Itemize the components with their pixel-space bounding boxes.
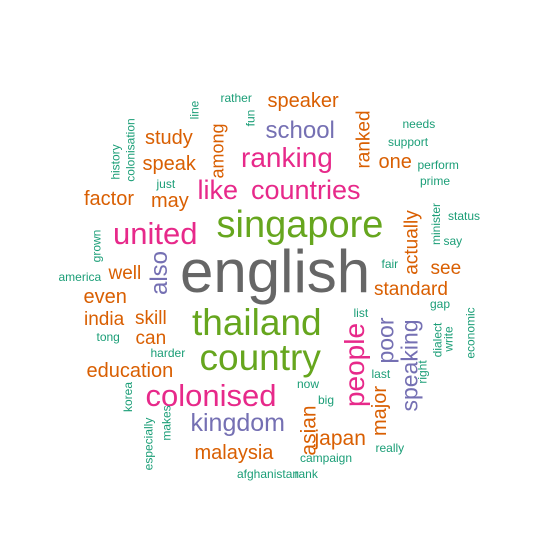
word-line: line bbox=[186, 100, 201, 120]
word-major: major bbox=[369, 385, 392, 437]
word-even: even bbox=[83, 286, 127, 308]
word-kingdom: kingdom bbox=[190, 408, 286, 437]
word-campaign: campaign bbox=[300, 451, 353, 465]
word-skill: skill bbox=[135, 307, 167, 329]
word-poor: poor bbox=[372, 316, 399, 364]
word-school: school bbox=[265, 117, 335, 144]
word-see: see bbox=[430, 257, 462, 279]
word-malaysia: malaysia bbox=[194, 442, 274, 464]
word-makes: makes bbox=[159, 405, 174, 441]
word-needs: needs bbox=[402, 117, 436, 131]
word-may: may bbox=[151, 190, 189, 212]
word-like: like bbox=[197, 174, 239, 205]
word-ranking: ranking bbox=[241, 142, 333, 173]
word-well: well bbox=[108, 262, 142, 284]
word-colonisation: colonisation bbox=[123, 118, 138, 182]
word-education: education bbox=[86, 360, 174, 382]
word-speaker: speaker bbox=[267, 90, 339, 112]
word-support: support bbox=[388, 135, 429, 149]
word-thailand: thailand bbox=[192, 301, 322, 343]
word-history: history bbox=[108, 144, 123, 180]
word-united: united bbox=[113, 215, 198, 251]
word-big: big bbox=[318, 393, 335, 407]
word-rank: rank bbox=[294, 467, 318, 481]
word-say: say bbox=[443, 234, 463, 248]
word-rather: rather bbox=[220, 91, 252, 105]
word-gap: gap bbox=[430, 297, 451, 311]
word-singapore: singapore bbox=[216, 204, 384, 246]
word-especially: especially bbox=[140, 417, 155, 471]
word-minister: minister bbox=[429, 202, 444, 246]
word-one: one bbox=[378, 151, 412, 173]
word-prime: prime bbox=[420, 174, 451, 188]
word-factor: factor bbox=[84, 188, 135, 210]
word-list: list bbox=[353, 306, 369, 320]
word-perform: perform bbox=[417, 158, 459, 172]
word-actually: actually bbox=[401, 209, 423, 275]
word-colonised: colonised bbox=[145, 377, 277, 413]
word-standard: standard bbox=[374, 278, 448, 300]
word-can: can bbox=[135, 327, 167, 349]
word-last: last bbox=[371, 367, 391, 381]
word-now: now bbox=[297, 377, 320, 391]
word-english: english bbox=[180, 238, 371, 305]
word-fun: fun bbox=[242, 109, 257, 127]
word-study: study bbox=[145, 127, 193, 149]
word-really: really bbox=[375, 441, 405, 455]
word-people: people bbox=[339, 322, 371, 408]
word-afghanistan: afghanistan bbox=[237, 467, 300, 481]
word-just: just bbox=[156, 177, 176, 191]
word-ranked: ranked bbox=[353, 109, 375, 169]
word-tong: tong bbox=[96, 330, 120, 344]
word-america: america bbox=[58, 270, 102, 284]
word-write: write bbox=[441, 326, 456, 352]
word-india: india bbox=[84, 308, 125, 330]
word-grown: grown bbox=[88, 229, 103, 263]
word-fair: fair bbox=[381, 257, 399, 271]
word-also: also bbox=[146, 250, 174, 296]
word-speak: speak bbox=[142, 153, 196, 175]
word-japan: japan bbox=[314, 426, 366, 450]
word-korea: korea bbox=[121, 381, 136, 413]
word-among: among bbox=[207, 123, 228, 179]
word-harder: harder bbox=[150, 346, 186, 360]
word-status: status bbox=[448, 209, 481, 223]
word-right: right bbox=[415, 360, 430, 384]
word-country: country bbox=[199, 336, 321, 378]
word-countries: countries bbox=[251, 174, 361, 205]
word-economic: economic bbox=[463, 307, 478, 359]
